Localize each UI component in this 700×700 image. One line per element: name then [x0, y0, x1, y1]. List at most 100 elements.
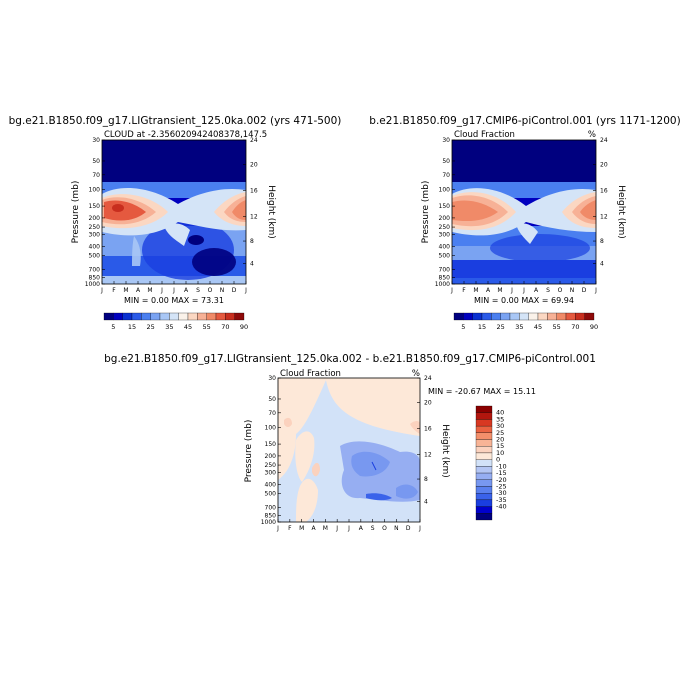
colorbar-swatch	[575, 312, 585, 321]
y-tick-label: 50	[92, 158, 100, 165]
y-right-tick-label: 12	[600, 214, 608, 221]
panel-picontrol-colorbar: 5 15 25 35 45 55 70 90	[453, 312, 598, 331]
x-tick-label: M	[299, 525, 304, 532]
x-tick-label: J	[172, 287, 175, 294]
colorbar-swatch	[475, 446, 493, 454]
y-right-tick-label: 8	[424, 476, 428, 483]
y-right-tick-label: 24	[250, 137, 258, 144]
panel-difference-ylabel-right: Height (km)	[440, 424, 450, 478]
x-tick-label: J	[522, 287, 525, 294]
x-tick-label: M	[497, 287, 502, 294]
y-right-tick-label: 16	[600, 188, 608, 195]
colorbar-swatch	[150, 312, 161, 321]
colorbar-label: 35	[165, 323, 173, 331]
y-tick-label: 300	[89, 232, 101, 239]
colorbar-label: -25	[496, 482, 507, 490]
y-right-tick-label: 24	[424, 375, 432, 382]
y-tick-label: 400	[265, 481, 277, 488]
y-tick-label: 400	[89, 243, 101, 250]
y-tick-label: 500	[265, 491, 277, 498]
panel-lig: bg.e21.B1850.f09_g17.LIGtransient_125.0k…	[9, 115, 342, 331]
colorbar-swatch	[556, 312, 567, 321]
y-tick-label: 250	[265, 462, 277, 469]
colorbar-swatch	[122, 312, 133, 321]
colorbar-swatch	[475, 466, 493, 474]
x-tick-label: O	[208, 287, 213, 294]
x-tick-label: N	[570, 287, 575, 294]
colorbar-label: 70	[221, 323, 229, 331]
y-right-tick-label: 8	[250, 238, 254, 245]
y-right-tick-label: 12	[250, 214, 258, 221]
x-tick-label: J	[450, 287, 453, 294]
y-right-tick-label: 20	[424, 400, 432, 407]
colorbar-swatch	[234, 312, 245, 321]
colorbar-swatch	[565, 312, 576, 321]
colorbar-swatch	[519, 312, 529, 321]
y-right-tick-label: 20	[250, 162, 258, 169]
panel-lig-ylabel-right: Height (km)	[266, 185, 276, 239]
colorbar-label: 35	[515, 323, 523, 331]
colorbar-label: 55	[553, 323, 561, 331]
colorbar-swatch	[475, 479, 493, 487]
x-tick-label: J	[276, 525, 279, 532]
panel-picontrol-subtitle: Cloud Fraction	[454, 130, 515, 140]
panel-difference-ylabel: Pressure (mb)	[244, 420, 254, 483]
x-tick-label: A	[359, 525, 364, 532]
y-tick-label: 1000	[261, 519, 276, 526]
x-tick-label: J	[244, 287, 247, 294]
y-tick-label: 30	[268, 375, 276, 382]
colorbar-swatch	[472, 312, 483, 321]
panel-picontrol-ylabel-right: Height (km)	[616, 185, 626, 239]
y-tick-label: 150	[439, 203, 451, 210]
colorbar-swatch	[187, 312, 198, 321]
y-tick-label: 250	[439, 224, 451, 231]
colorbar-swatch	[206, 312, 217, 321]
colorbar-label: 70	[571, 323, 579, 331]
colorbar-swatch	[463, 312, 473, 321]
colorbar-label: -40	[496, 503, 507, 511]
y-tick-label: 400	[439, 243, 451, 250]
panel-difference-subtitle-right: %	[412, 369, 420, 379]
colorbar-label: 55	[203, 323, 211, 331]
y-tick-label: 250	[89, 224, 101, 231]
y-tick-label: 850	[265, 512, 277, 519]
y-tick-label: 700	[265, 504, 277, 511]
colorbar-label: 10	[496, 449, 504, 457]
colorbar-label: 25	[497, 323, 505, 331]
x-tick-label: D	[232, 287, 237, 294]
y-tick-label: 30	[92, 137, 100, 144]
colorbar-swatch	[475, 425, 493, 433]
colorbar-swatch	[547, 312, 557, 321]
y-right-tick-label: 4	[250, 261, 254, 268]
panel-lig-ylabel: Pressure (mb)	[71, 181, 81, 244]
colorbar-label: -10	[496, 462, 507, 470]
colorbar-swatch	[475, 499, 493, 507]
colorbar-label: 20	[496, 436, 504, 444]
colorbar-swatch	[178, 312, 189, 321]
panel-difference: bg.e21.B1850.f09_g17.LIGtransient_125.0k…	[104, 353, 596, 532]
colorbar-swatch	[197, 312, 207, 321]
colorbar-swatch	[159, 312, 170, 321]
colorbar-swatch	[481, 312, 492, 321]
colorbar-label: 5	[111, 323, 115, 331]
colorbar-swatch	[475, 513, 493, 521]
panel-lig-colorbar: 5 15 25 35 45 55 70 90	[103, 312, 248, 331]
x-tick-label: F	[462, 287, 466, 294]
colorbar-label: 25	[147, 323, 155, 331]
x-tick-label: N	[394, 525, 399, 532]
y-tick-label: 850	[439, 274, 451, 281]
panel-difference-subtitle: Cloud Fraction	[280, 369, 341, 379]
y-tick-label: 200	[89, 215, 101, 222]
colorbar-swatch	[113, 312, 123, 321]
x-tick-label: F	[288, 525, 292, 532]
colorbar-label: 5	[461, 323, 465, 331]
y-tick-label: 700	[89, 266, 101, 273]
x-tick-label: J	[594, 287, 597, 294]
x-tick-label: D	[406, 525, 411, 532]
panel-lig-title: bg.e21.B1850.f09_g17.LIGtransient_125.0k…	[9, 115, 342, 127]
y-tick-label: 50	[442, 158, 450, 165]
colorbar-label: -20	[496, 476, 507, 484]
colorbar-swatch	[475, 472, 493, 480]
panel-lig-subtitle: CLOUD at -2.356020942408378,147.5	[104, 130, 267, 140]
